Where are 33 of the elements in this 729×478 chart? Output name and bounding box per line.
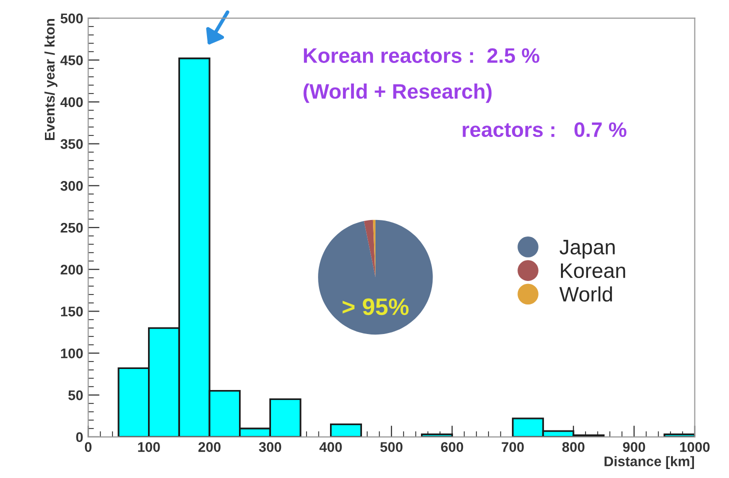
pie-slice — [364, 220, 376, 278]
legend-label: World — [559, 286, 612, 302]
x-tick-label: 1000 — [680, 442, 710, 452]
x-tick-label: 100 — [138, 442, 160, 452]
y-tick-label: 150 — [61, 306, 83, 316]
annotation: (World + Research) — [304, 84, 492, 103]
y-tick-label: 500 — [60, 14, 83, 24]
x-tick-label: 200 — [198, 442, 221, 452]
y-tick-label: 300 — [60, 180, 83, 191]
y-tick-label: 50 — [68, 390, 83, 400]
x-tick-label: 500 — [380, 442, 402, 452]
x-tick-label: 600 — [441, 442, 464, 452]
y-tick-label: 250 — [60, 222, 83, 233]
y-tick-label: 100 — [61, 348, 83, 358]
x-tick-label: 400 — [319, 442, 342, 452]
x-tick-label: 0 — [84, 442, 92, 452]
pie-slice — [318, 220, 433, 335]
annotation: Korean reactors : 2.5 % — [304, 48, 540, 63]
data-label: > 95% — [342, 298, 409, 316]
legend-label: Japan — [560, 240, 615, 259]
annotation: reactors : 0.7 % — [462, 122, 626, 138]
y-tick-label: 200 — [60, 264, 83, 275]
y-tick-label: 0 — [76, 432, 83, 442]
x-tick-label: 300 — [258, 442, 282, 452]
legend-label: Korean — [560, 264, 626, 278]
x-tick-label: 700 — [502, 442, 524, 452]
y-tick-label: 400 — [60, 97, 83, 108]
y-tick-label: 450 — [60, 55, 83, 66]
x-tick-label: 900 — [622, 442, 646, 452]
y-tick-label: 350 — [60, 139, 83, 149]
x-tick-label: 800 — [562, 442, 584, 452]
x-axis-title: Distance [km] — [604, 456, 694, 470]
y-axis-title: Events/ year / kton — [44, 19, 58, 140]
